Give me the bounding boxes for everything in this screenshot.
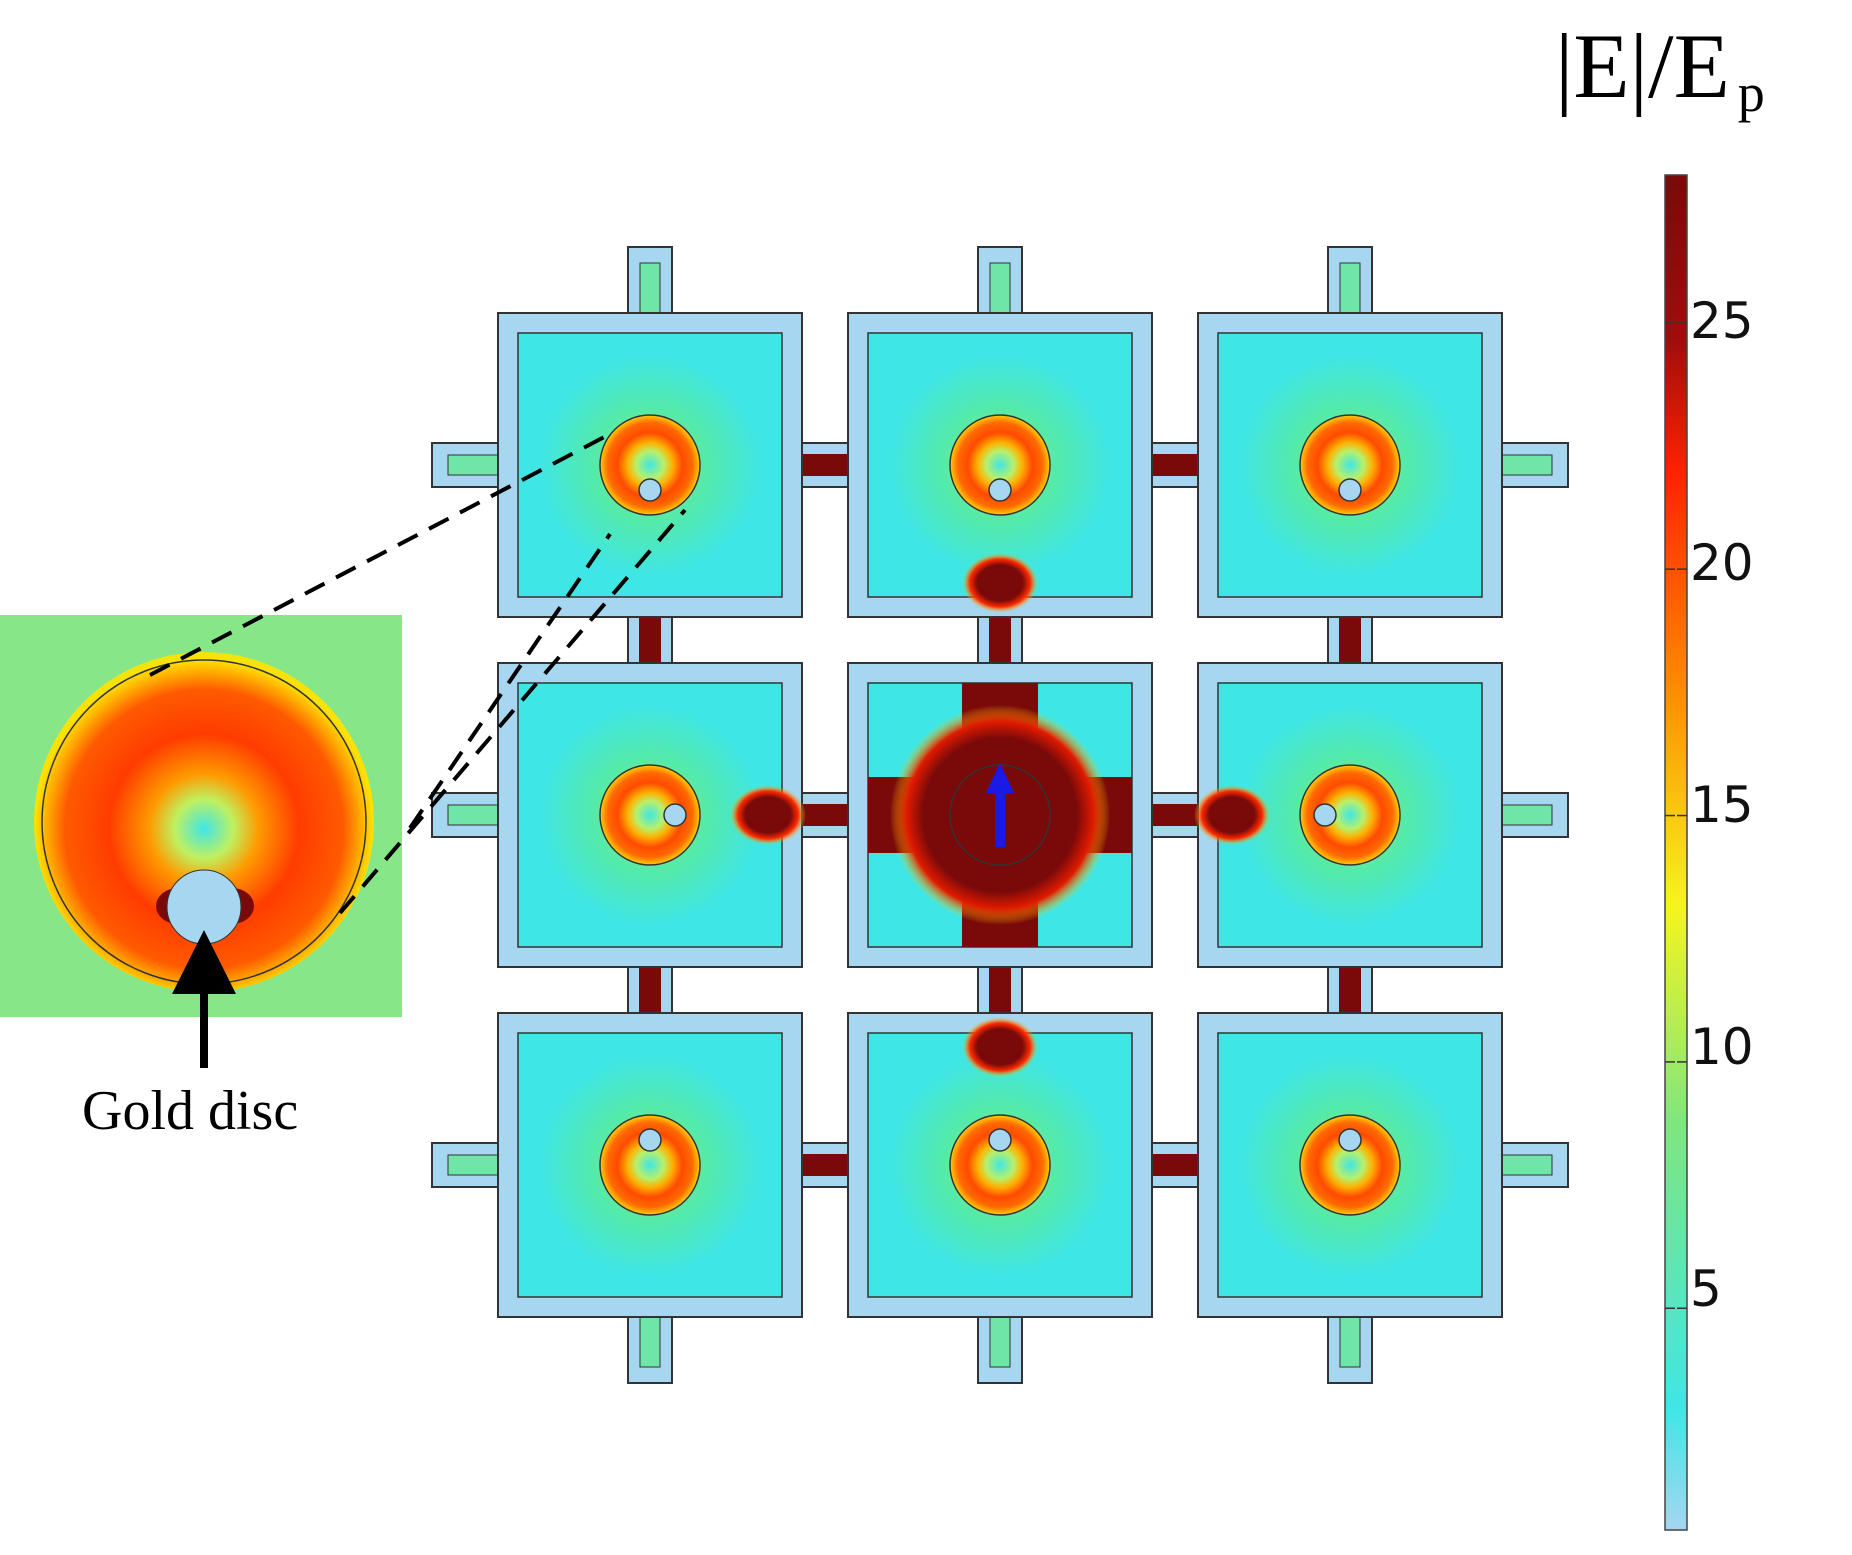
vertical-connector: [639, 609, 661, 671]
horizontal-connector: [794, 1154, 856, 1176]
hotspot-blob: [962, 553, 1038, 613]
resonator-field: [599, 764, 701, 866]
unit-cell: [497, 1012, 803, 1318]
unit-cell: [1197, 1012, 1503, 1318]
vertical-connector: [639, 959, 661, 1021]
colorbar-title-main: |E|/E: [1555, 15, 1730, 117]
hotspot-blob: [962, 1017, 1038, 1077]
inset-caption: Gold disc: [82, 1080, 299, 1142]
vertical-connector: [1339, 959, 1361, 1021]
horizontal-connector: [794, 804, 856, 826]
vertical-connector: [989, 609, 1011, 671]
zoom-line-2: [408, 532, 612, 830]
zoom-line-3: [338, 508, 687, 915]
colorbar-tick-label: 10: [1690, 1018, 1754, 1076]
gold-disc: [1313, 803, 1337, 827]
resonator-field: [1299, 764, 1401, 866]
resonator-field: [599, 1114, 701, 1216]
unit-cell: [847, 312, 1153, 618]
unit-cell: [1197, 312, 1503, 618]
horizontal-connector: [794, 454, 856, 476]
horizontal-connector: [1144, 1154, 1206, 1176]
vertical-connector: [1339, 609, 1361, 671]
gold-disc: [638, 1128, 662, 1152]
gold-disc: [1338, 478, 1362, 502]
colorbar-strip: [1664, 174, 1688, 1531]
gold-disc: [663, 803, 687, 827]
hotspot-blob: [730, 785, 806, 845]
colorbar-tick-label: 15: [1690, 776, 1754, 834]
colorbar-tick-label: 25: [1690, 292, 1754, 350]
hotspot-blob: [1194, 785, 1270, 845]
resonator-field: [1299, 1114, 1401, 1216]
resonator-field: [1299, 414, 1401, 516]
zoom-inset: [0, 432, 687, 1068]
horizontal-connector: [1144, 804, 1206, 826]
metasurface-array: [431, 246, 1569, 1384]
inset-field-ring: [34, 652, 374, 992]
gold-disc: [988, 478, 1012, 502]
horizontal-connector: [1144, 454, 1206, 476]
gold-disc: [638, 478, 662, 502]
gold-disc: [988, 1128, 1012, 1152]
zoom-line-1: [149, 432, 611, 677]
unit-cell: [497, 312, 803, 618]
resonator-field: [949, 1114, 1051, 1216]
gold-disc: [1338, 1128, 1362, 1152]
colorbar-title: |E|/E p: [1555, 20, 1765, 120]
resonator-field: [949, 414, 1051, 516]
vertical-connector: [989, 959, 1011, 1021]
gold-disc: [166, 869, 242, 945]
colorbar-title-subscript: p: [1737, 63, 1765, 123]
colorbar: [1664, 174, 1688, 1531]
polarization-arrowhead: [986, 763, 1014, 793]
resonator-field: [599, 414, 701, 516]
colorbar-tick-label: 20: [1690, 534, 1754, 592]
unit-cell: [847, 662, 1153, 968]
colorbar-tick-label: 5: [1690, 1260, 1722, 1318]
